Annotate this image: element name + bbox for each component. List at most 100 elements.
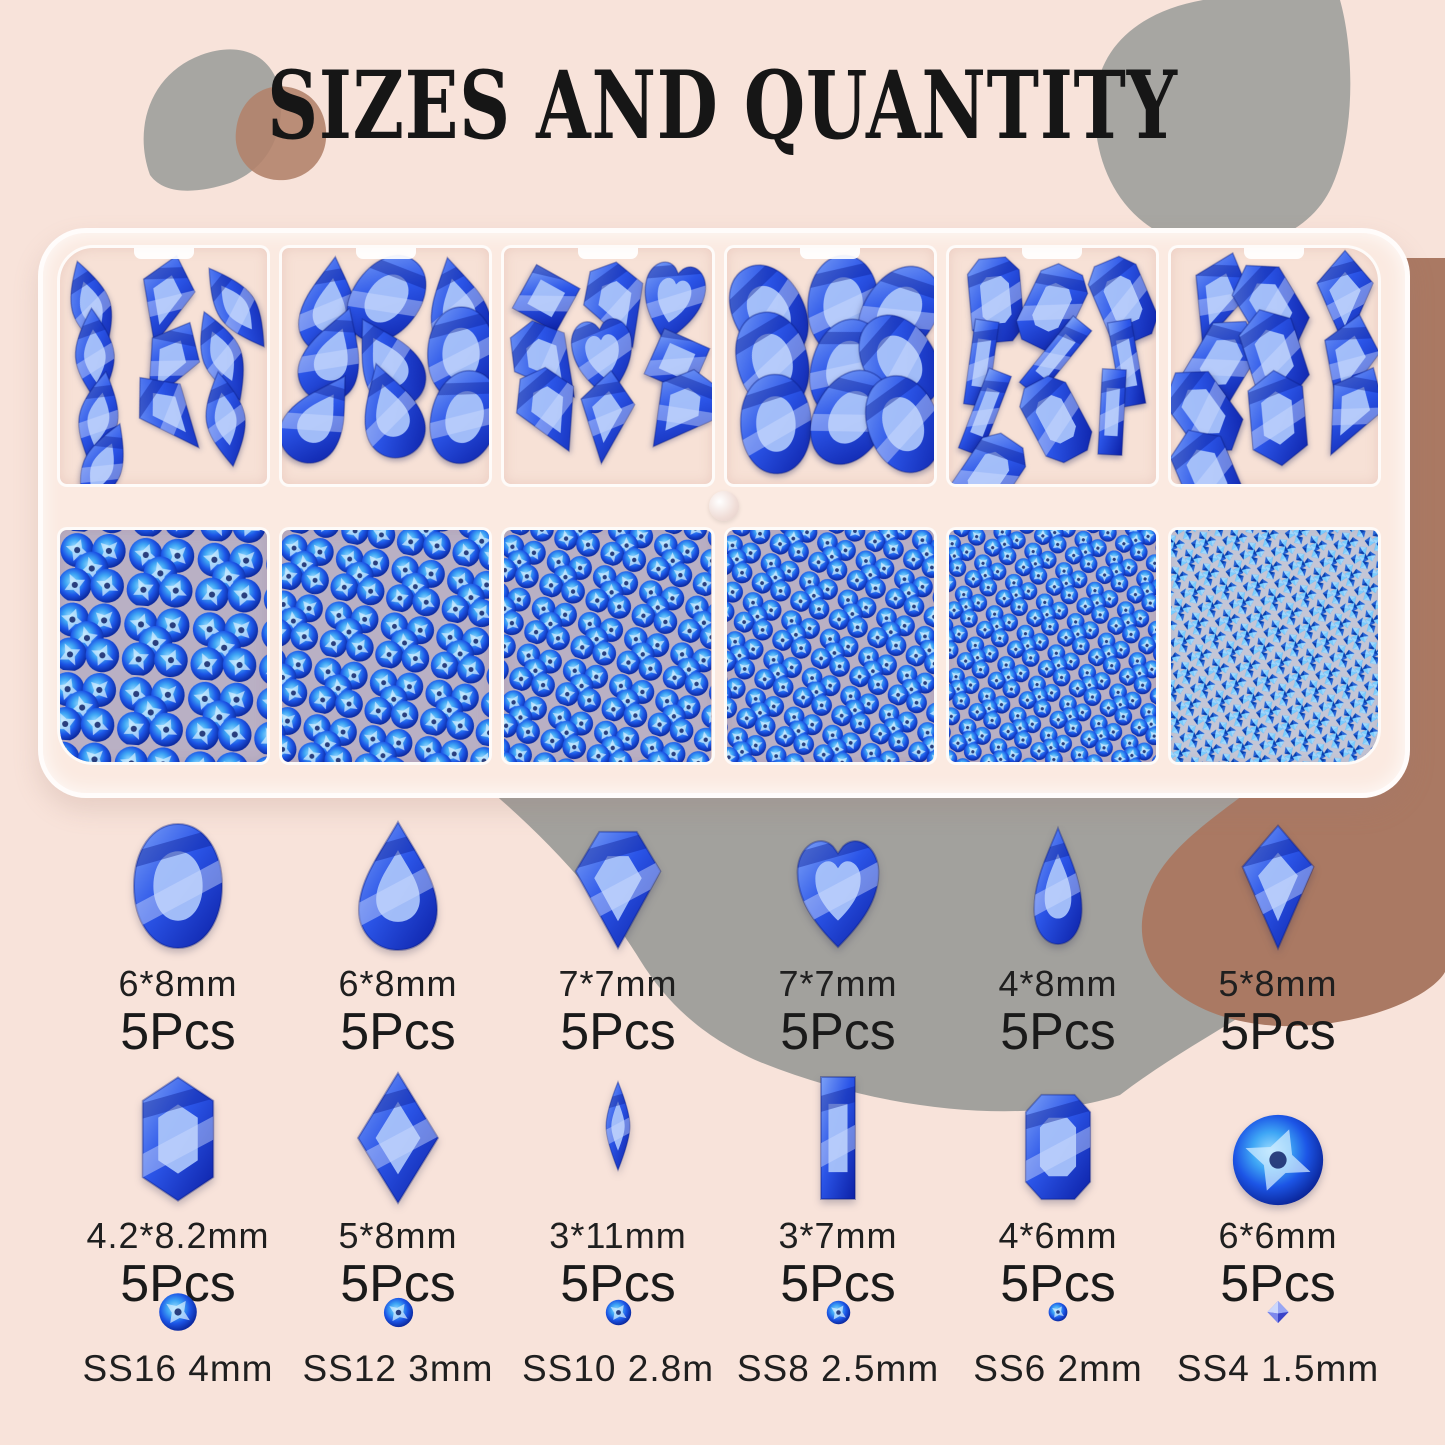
gem-octagon-icon [1010,262,1094,352]
gem-teardrop-icon [348,355,432,462]
gray-blob-center-right [455,756,1388,1112]
brown-blob-right [1141,258,1445,1027]
rhinestone-fill [1170,530,1379,762]
ss-size-label: SS4 1.5mm [1176,1348,1380,1389]
size-label: 6*8mm [118,963,238,1004]
size-label: 3*7mm [778,1215,898,1256]
gem-diamond-icon [574,830,662,951]
grid-item-row3-round: SS16 4mm [68,1288,288,1390]
sample-gem [948,1288,1168,1336]
grid-item-row1-heart: 7*7mm 5Pcs [728,806,948,1060]
gem-baguette-icon [820,1076,856,1200]
grid-item-row3-round: SS10 2.8m [508,1288,728,1390]
grid-item-row3-round: SS8 2.5mm [728,1288,948,1390]
gem-marquise-icon [193,257,267,358]
loose-gem-kite [1291,347,1379,481]
compartment-marquise-kite-gems [57,245,271,487]
page-title: SIZES AND QUANTITY [267,50,1178,161]
sample-gem [68,1288,288,1336]
compartment-round-rhinestones-ss12 [279,527,493,765]
gem-round-icon [159,1293,197,1331]
loose-gem-oval [321,248,450,368]
ss-size-label: SS12 3mm [302,1348,494,1389]
compartment-round-rhinestones-ss6 [945,527,1159,765]
sample-gem [1168,1288,1388,1336]
loose-gem-heart [560,299,646,414]
quantity-label: 5Pcs [120,1003,236,1062]
gem-marquise-icon [66,422,138,484]
sample-gem [948,806,1168,956]
loose-gem-diamond [618,348,712,478]
gem-kite-icon [1241,824,1315,951]
quantity-label: 5Pcs [560,1003,676,1062]
gem-oval-icon [132,822,224,950]
compartment-round-rhinestones-ss10 [501,527,715,765]
sample-gem [288,1056,508,1208]
gem-kite-icon [1315,249,1374,350]
quantity-label: 5Pcs [1220,1003,1336,1062]
loose-gem-oval [842,356,934,484]
gem-baguette-icon [1018,314,1093,399]
size-label: 6*6mm [1218,1215,1338,1256]
ss-size-label: SS6 2mm [973,1348,1143,1389]
size-label: 7*7mm [778,963,898,1004]
sample-gem [508,1056,728,1208]
size-label: 4*8mm [998,963,1118,1004]
gem-chaton-icon [1267,1300,1289,1324]
gem-round-icon [383,1297,413,1327]
ss-size-label: SS10 2.8m [521,1348,715,1389]
size-label: 5*8mm [338,1215,458,1256]
rhinestone-fill [282,530,490,762]
gem-hexagon-icon [1170,419,1246,484]
lid-latch [1022,248,1083,259]
grid-item-row2-hexagon: 4.2*8.2mm 5Pcs [68,1056,288,1312]
size-label: 4.2*8.2mm [86,1215,270,1256]
gem-marquise-icon [186,304,258,407]
lid-latch [1244,248,1305,259]
gray-blob-top-right [1095,0,1351,248]
ss-size-label: SS16 4mm [82,1348,274,1389]
gem-oval-icon [421,369,490,465]
rhinestone-fill [726,530,934,762]
lid-latch [577,248,638,259]
compartment-diamond-heart-square-gems [501,245,715,487]
gem-marquise-icon [199,368,253,468]
loose-gem-oval [413,356,490,483]
loose-gem-marquise [178,248,267,373]
gem-oval-icon [852,365,934,480]
grid-item-row3-round: SS6 2mm [948,1288,1168,1390]
gem-diamond-icon [504,360,587,464]
compartment-chaton-rhinestones-ss4 [1167,527,1382,765]
gem-octagon-icon [948,432,1034,484]
sample-gem [288,806,508,956]
grid-item-row1-pear: 4*8mm 5Pcs [948,806,1168,1060]
loose-gem-marquise [170,296,267,420]
grid-item-row2-octagon: 4*6mm 5Pcs [948,1056,1168,1312]
compartment-hexagon-kite-gems [1167,245,1382,487]
loose-gem-octagon [1071,248,1156,364]
sample-gem [68,1056,288,1208]
gem-square-icon [511,263,582,333]
grid-item-row2-baguette: 3*7mm 5Pcs [728,1056,948,1312]
loose-gem-oval [730,367,822,484]
lid-latch [800,248,861,259]
sample-gem [1168,806,1388,956]
grid-item-row1-oval: 6*8mm 5Pcs [68,806,288,1060]
loose-gem-teardrop [282,352,380,484]
sample-gem [728,1288,948,1336]
gem-navette-icon [605,1079,631,1173]
size-label: 3*11mm [549,1215,687,1256]
quantity-label: 5Pcs [340,1003,456,1062]
gem-round-icon [605,1299,631,1325]
gem-octagon-icon [1082,251,1156,349]
grid-item-row1-teardrop: 6*8mm 5Pcs [288,806,508,1060]
sample-gem [508,1288,728,1336]
pearl-divider [709,491,739,521]
size-label: 5*8mm [1218,963,1338,1004]
loose-gem-diamond [504,348,607,476]
loose-gem-kite [110,351,233,478]
case-bottom-row [57,527,1382,765]
gem-teardrop-icon [282,374,371,464]
